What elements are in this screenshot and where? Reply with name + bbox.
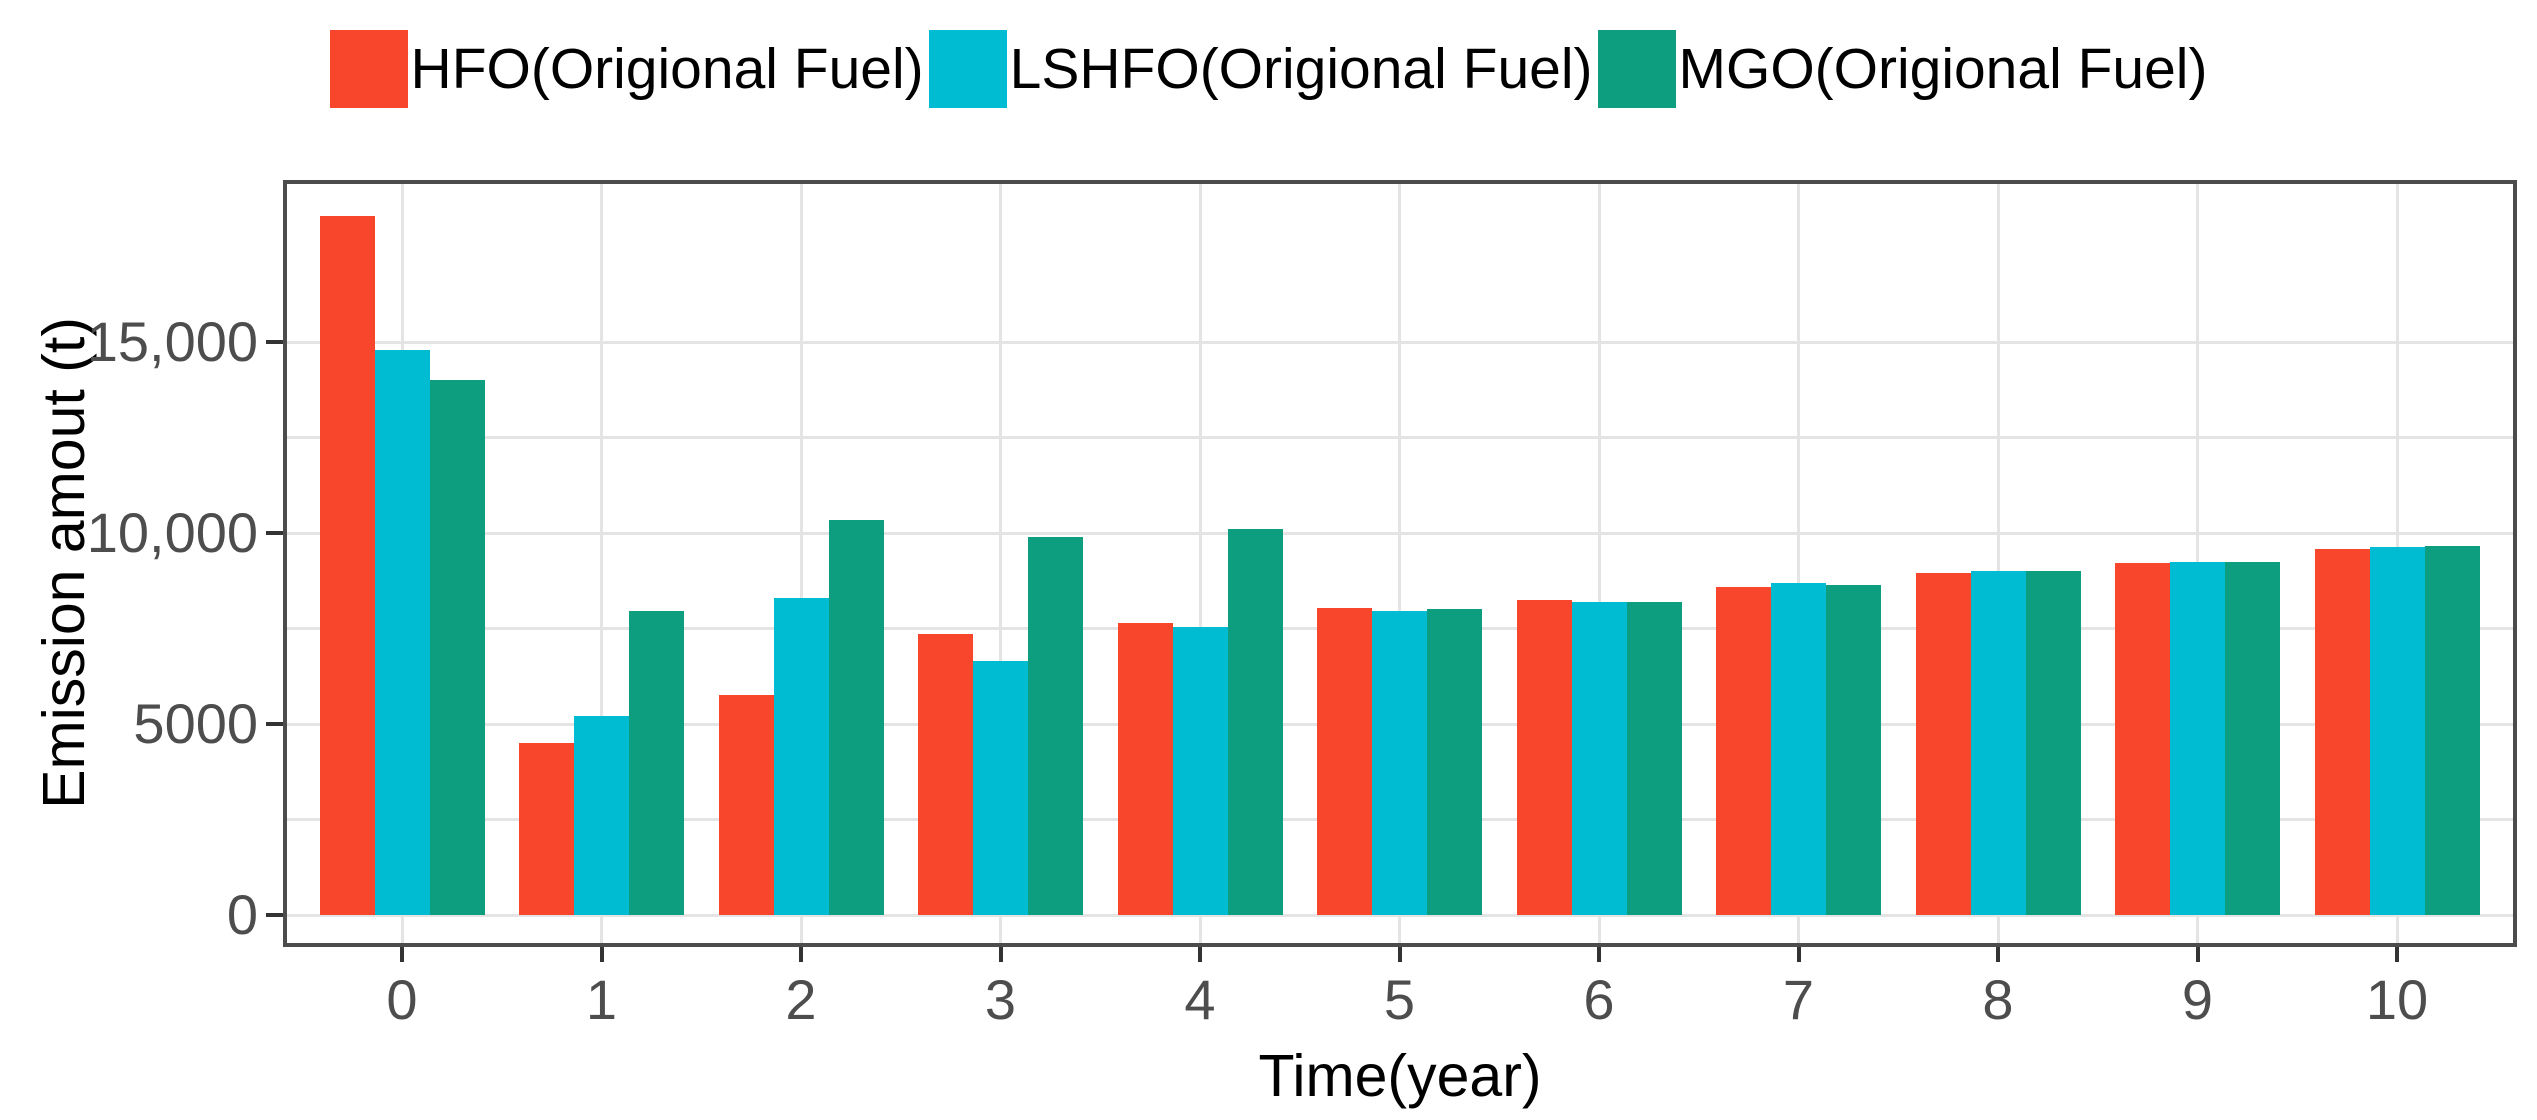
bar-lshfo-year-1 [574,716,629,915]
bar-lshfo-year-9 [2170,561,2225,915]
bar-mgo-year-3 [1028,536,1083,915]
bar-mgo-year-8 [2025,571,2081,915]
x-axis-tick [599,947,604,962]
x-axis-tick-label: 7 [1782,968,1815,1031]
x-axis-tick [1996,947,2000,962]
legend-label-hfo: HFO(Origional Fuel) [410,37,924,101]
x-axis-tick-label: 2 [785,968,817,1031]
x-axis-title: Time(year) [1258,1043,1542,1109]
bar-lshfo-year-3 [973,661,1028,915]
bar-hfo-year-3 [918,634,973,915]
bar-hfo-year-10 [2314,549,2370,915]
x-axis-tick [1397,947,1402,962]
legend-swatch-hfo-icon [329,30,408,108]
bar-mgo-year-9 [2225,561,2280,915]
bar-hfo-year-0 [319,215,375,915]
y-axis-tick [266,531,283,535]
x-axis-tick-label: 3 [984,968,1017,1031]
bar-hfo-year-2 [718,695,774,915]
legend-item-hfo: HFO(Origional Fuel) [329,30,924,108]
x-axis-tick [400,947,404,962]
gridline-vertical [1198,180,1202,947]
bar-mgo-year-6 [1626,601,1682,915]
x-axis-tick-label: 9 [2181,968,2214,1031]
x-axis-tick-label: 6 [1583,968,1615,1031]
legend-label-lshfo: LSHFO(Origional Fuel) [1009,37,1593,101]
legend-label-mgo: MGO(Origional Fuel) [1678,37,2208,101]
bar-lshfo-year-8 [1970,571,2026,915]
bar-mgo-year-1 [629,611,684,915]
bar-lshfo-year-7 [1771,583,1826,915]
y-axis-tick-label: 0 [226,883,258,946]
x-axis-tick-label: 1 [585,968,618,1031]
gridline-vertical [1797,180,1800,947]
legend-swatch-mgo-icon [1597,30,1676,108]
bar-lshfo-year-2 [773,597,829,915]
x-axis-tick-label: 4 [1184,968,1216,1031]
bar-lshfo-year-5 [1372,611,1427,915]
x-axis-tick [998,947,1003,962]
gridline-vertical [1398,180,1401,947]
legend: HFO(Origional Fuel) LSHFO(Origional Fuel… [0,28,2537,110]
bar-hfo-year-5 [1317,607,1372,915]
y-axis-tick-label: 5000 [133,692,258,755]
x-axis-tick [1597,947,1601,962]
bar-hfo-year-1 [519,743,574,915]
bar-mgo-year-2 [828,519,884,915]
bar-lshfo-year-4 [1172,626,1228,915]
gridline-vertical [1597,180,1601,947]
x-axis-tick [2395,947,2399,962]
bar-mgo-year-10 [2424,546,2480,915]
gridline-vertical [799,180,803,947]
y-axis-tick-label: 10,000 [86,501,258,564]
legend-item-lshfo: LSHFO(Origional Fuel) [928,30,1593,108]
bar-hfo-year-4 [1117,622,1173,915]
y-axis-tick-label: 15,000 [86,310,258,373]
bar-lshfo-year-0 [374,349,430,915]
y-axis-tick [266,913,283,917]
bar-lshfo-year-10 [2369,546,2425,915]
x-axis-tick [1796,947,1801,962]
bar-hfo-year-8 [1915,573,1971,915]
bar-mgo-year-4 [1227,529,1283,915]
bar-mgo-year-7 [1826,584,1881,915]
bar-hfo-year-9 [2115,562,2170,915]
gridline-vertical [600,180,603,947]
bar-hfo-year-7 [1716,586,1771,915]
bar-mgo-year-0 [429,380,485,915]
gridline-vertical [1996,180,2000,947]
bar-mgo-year-5 [1427,609,1482,915]
x-axis-tick-label: 5 [1383,968,1416,1031]
legend-item-mgo: MGO(Origional Fuel) [1597,30,2208,108]
bar-lshfo-year-6 [1571,601,1627,915]
x-axis-tick-label: 0 [386,968,418,1031]
x-axis-tick [1198,947,1202,962]
gridline-vertical [999,180,1002,947]
bar-hfo-year-6 [1516,599,1572,915]
x-axis-tick-label: 8 [1982,968,2014,1031]
y-axis-tick [266,340,283,344]
y-axis-tick [266,722,283,726]
x-axis-tick [799,947,803,962]
x-axis-tick-label: 10 [2365,968,2429,1031]
plot-area [283,180,2517,947]
x-axis-tick [2195,947,2200,962]
legend-swatch-lshfo-icon [928,30,1007,108]
